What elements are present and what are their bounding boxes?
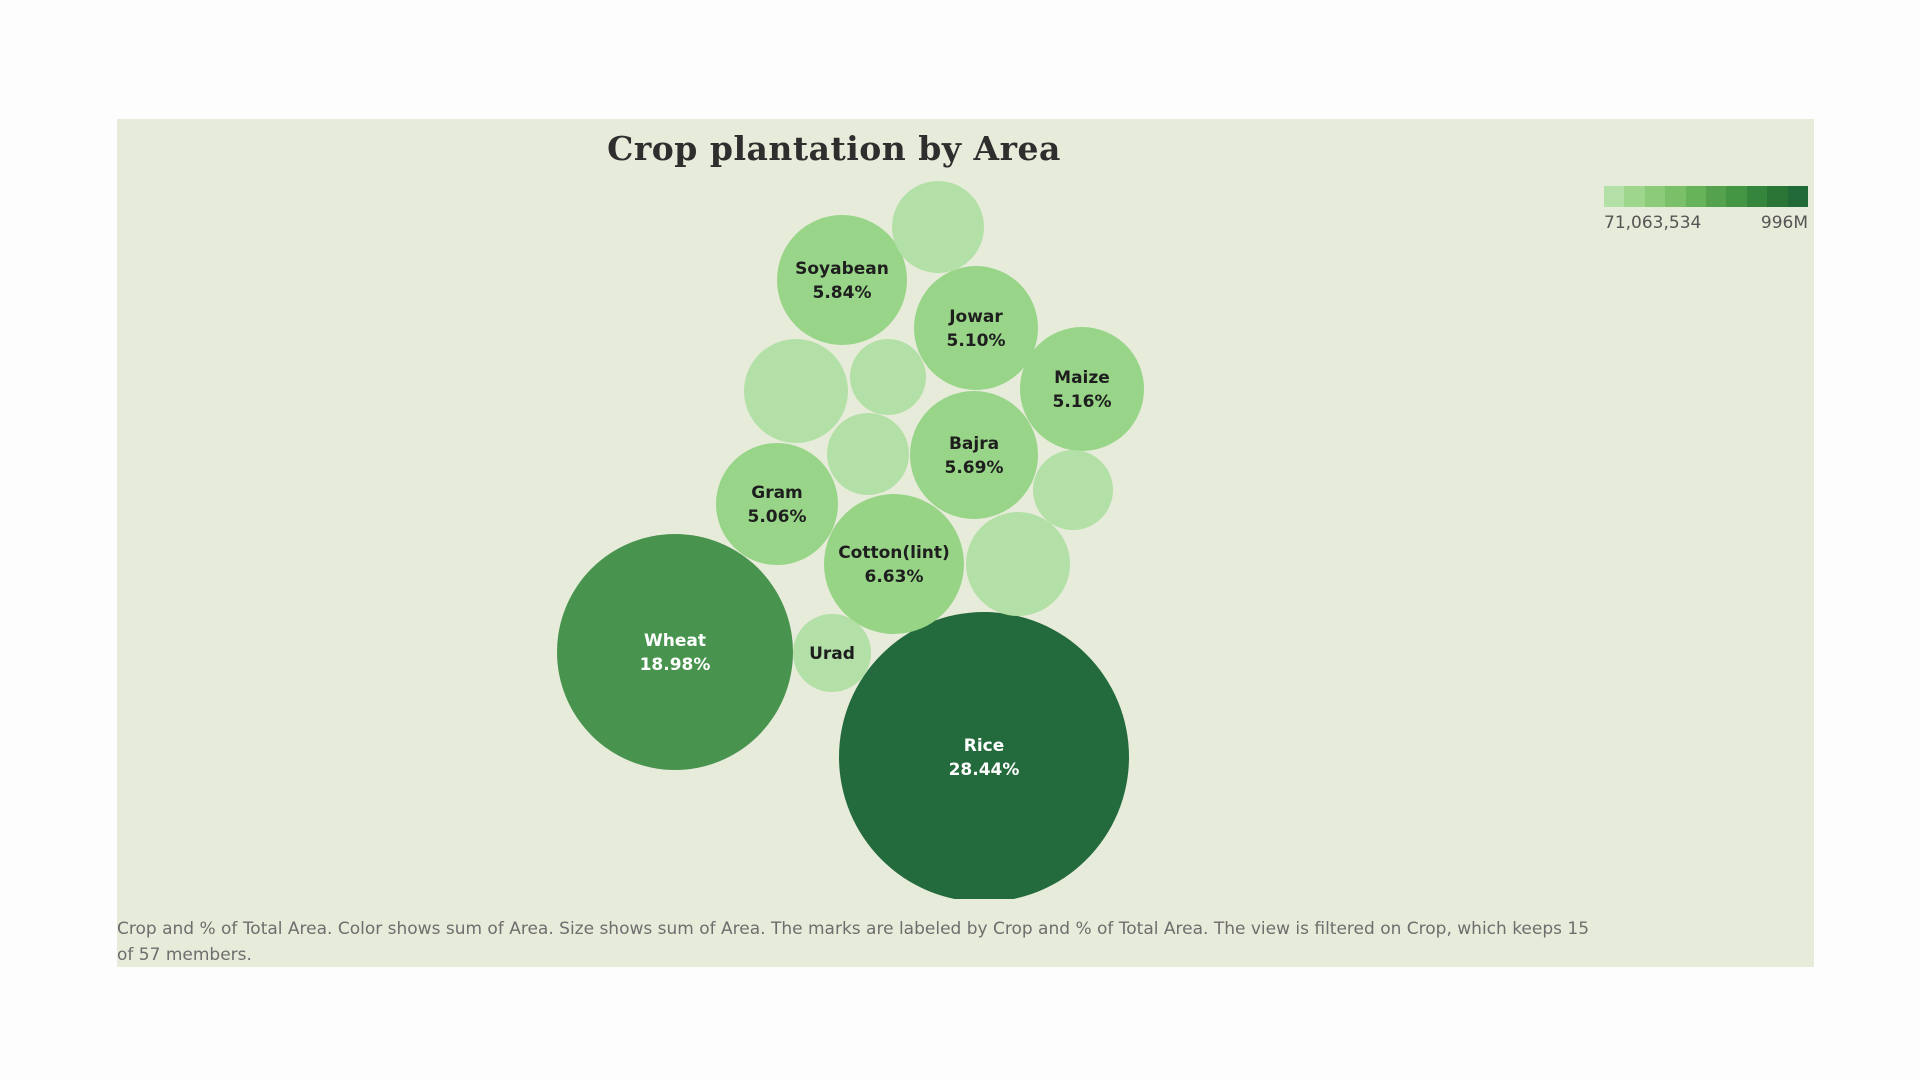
bubble-urad: Urad — [793, 614, 871, 692]
bubble-gram: Gram 5.06% — [716, 443, 838, 565]
bubble-unlabeled — [850, 339, 926, 415]
legend-swatch — [1706, 186, 1727, 207]
bubble-percent: 5.84% — [813, 283, 872, 303]
bubble-jowar: Jowar 5.10% — [914, 266, 1038, 390]
bubble-bajra: Bajra 5.69% — [910, 391, 1038, 519]
bubble-circle — [777, 215, 907, 345]
bubble-chart: Rice 28.44% Wheat 18.98% Cotton(lint) 6.63% So… — [557, 181, 1144, 899]
bubble-circle — [716, 443, 838, 565]
bubble-unlabeled — [744, 339, 848, 443]
bubble-label: Bajra — [949, 434, 999, 454]
bubble-label: Soyabean — [795, 259, 889, 279]
bubble-circle — [910, 391, 1038, 519]
bubble-unlabeled — [1033, 450, 1113, 530]
legend-swatch — [1604, 186, 1625, 207]
legend-swatch — [1726, 186, 1747, 207]
bubble-circle — [827, 413, 909, 495]
bubble-wheat: Wheat 18.98% — [557, 534, 793, 770]
bubble-label: Gram — [751, 483, 803, 503]
legend-swatch — [1665, 186, 1686, 207]
legend-swatch — [1685, 186, 1707, 207]
bubble-percent: 6.63% — [865, 567, 924, 587]
bubble-circle — [1020, 327, 1144, 451]
legend-swatch — [1624, 186, 1645, 207]
chart-panel: Crop plantation by Area Rice 28.44% Wheat 1… — [117, 119, 1814, 967]
bubble-label: Maize — [1054, 368, 1110, 388]
chart-caption: Crop and % of Total Area. Color shows su… — [117, 919, 1590, 965]
bubble-circle — [850, 339, 926, 415]
color-ramp — [1604, 186, 1809, 207]
bubble-label: Urad — [809, 644, 855, 664]
bubble-circle — [839, 612, 1129, 899]
bubble-circle — [557, 534, 793, 770]
legend-swatch — [1787, 186, 1809, 207]
legend-swatch — [1767, 186, 1788, 207]
chart-title: Crop plantation by Area — [607, 129, 1061, 168]
bubble-rice: Rice 28.44% — [839, 612, 1129, 899]
bubble-circle — [892, 181, 984, 273]
color-legend: 71,063,534 996M — [1604, 186, 1809, 233]
bubble-percent: 18.98% — [640, 655, 711, 675]
bubble-maize: Maize 5.16% — [1020, 327, 1144, 451]
bubble-percent: 28.44% — [949, 760, 1020, 780]
bubble-label: Cotton(lint) — [838, 543, 950, 563]
bubble-unlabeled — [966, 512, 1070, 616]
legend-max-label: 996M — [1760, 213, 1808, 233]
bubble-unlabeled — [827, 413, 909, 495]
bubble-cotton-lint: Cotton(lint) 6.63% — [824, 494, 964, 634]
bubble-percent: 5.16% — [1053, 392, 1112, 412]
legend-swatch — [1644, 186, 1666, 207]
bubble-circle — [744, 339, 848, 443]
bubble-label: Rice — [964, 736, 1005, 756]
legend-min-label: 71,063,534 — [1604, 213, 1702, 233]
bubble-circle — [793, 614, 871, 692]
bubble-circle — [966, 512, 1070, 616]
legend-swatch — [1746, 186, 1768, 207]
bubble-label: Jowar — [948, 307, 1003, 327]
bubble-label: Wheat — [644, 631, 706, 651]
bubble-percent: 5.69% — [945, 458, 1004, 478]
bubble-soyabean: Soyabean 5.84% — [777, 215, 907, 345]
bubble-unlabeled — [892, 181, 984, 273]
bubble-circle — [914, 266, 1038, 390]
bubble-circle — [1033, 450, 1113, 530]
bubble-percent: 5.10% — [947, 331, 1006, 351]
bubble-circle — [824, 494, 964, 634]
bubble-percent: 5.06% — [748, 507, 807, 527]
